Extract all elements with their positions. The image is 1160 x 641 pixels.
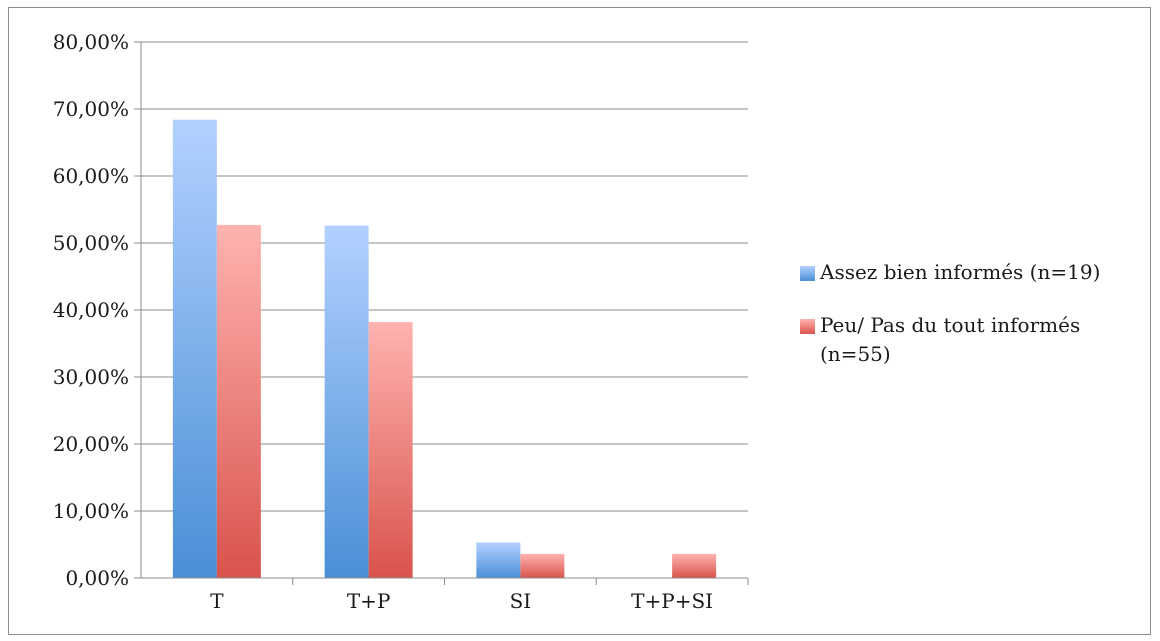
tick-labels: 0,00% 10,00% 20,00% 30,00% 40,00% 50,00% 60,00… xyxy=(53,30,713,613)
y-tick-label: 10,00% xyxy=(53,499,129,523)
bar-series-1-T xyxy=(172,119,217,578)
x-tick-label: SI xyxy=(510,589,532,613)
legend-swatch-blue xyxy=(800,266,815,281)
y-tick-label: 0,00% xyxy=(65,566,129,590)
y-tick-label: 30,00% xyxy=(53,365,129,389)
legend-swatch-red xyxy=(800,319,815,334)
bar-series-1-T+P xyxy=(324,225,369,578)
legend-label-series-1: Assez bien informés (n=19) xyxy=(820,260,1101,284)
y-tick-label: 60,00% xyxy=(53,164,129,188)
x-tick-label: T xyxy=(210,589,224,613)
legend-label-series-2-line-2: (n=55) xyxy=(820,342,891,366)
bar-series-2-T+P+SI xyxy=(672,553,717,578)
axes xyxy=(134,41,749,585)
x-tick-label: T+P xyxy=(347,589,391,613)
x-tick-label: T+P+SI xyxy=(631,589,713,613)
legend: Assez bien informés (n=19) Peu/ Pas du t… xyxy=(800,258,1150,393)
y-tick-label: 80,00% xyxy=(53,30,129,54)
legend-item-series-2: Peu/ Pas du tout informés (n=55) xyxy=(800,311,1150,369)
bar-series-2-T xyxy=(216,224,261,578)
bar-series-1-SI xyxy=(476,542,521,578)
bar-series-2-SI xyxy=(520,553,565,578)
y-tick-label: 70,00% xyxy=(53,97,129,121)
y-tick-label: 40,00% xyxy=(53,298,129,322)
y-tick-label: 20,00% xyxy=(53,432,129,456)
bars xyxy=(172,119,717,578)
bar-series-2-T+P xyxy=(368,322,413,578)
y-tick-label: 50,00% xyxy=(53,231,129,255)
legend-item-series-1: Assez bien informés (n=19) xyxy=(800,258,1150,287)
legend-label-series-2: Peu/ Pas du tout informés xyxy=(820,313,1081,337)
